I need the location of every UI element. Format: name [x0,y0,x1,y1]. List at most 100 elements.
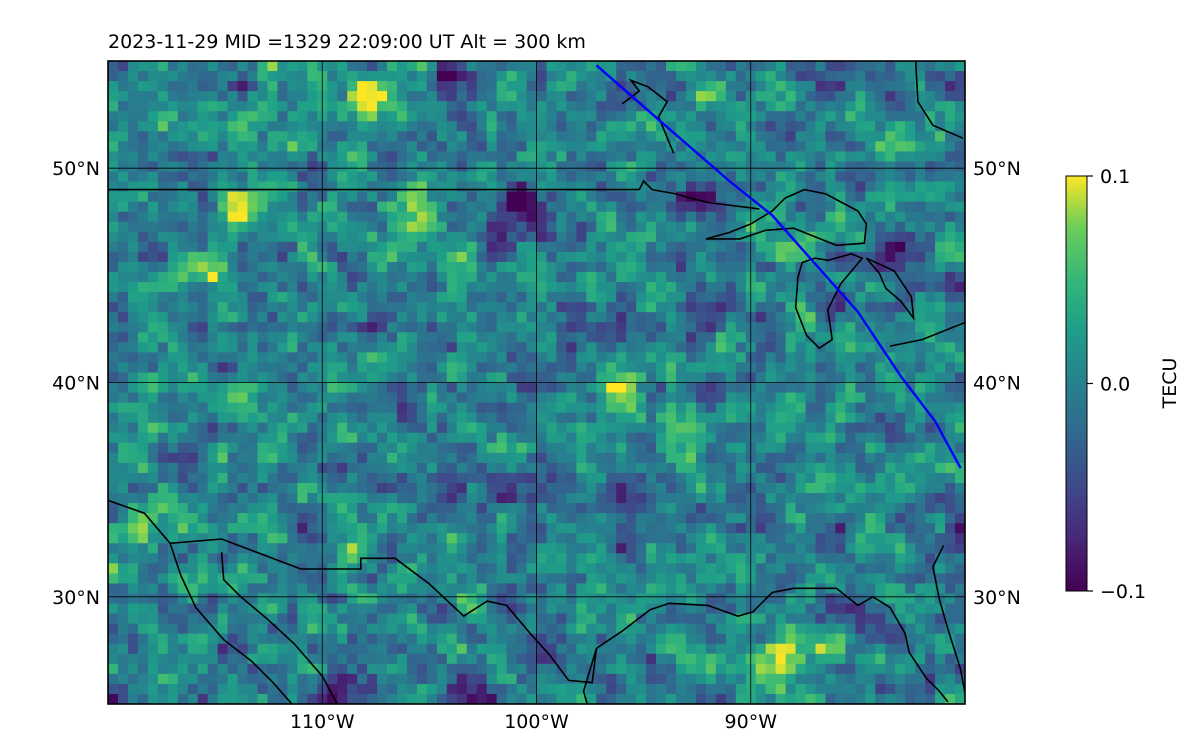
heatmap-cell [247,513,259,524]
heatmap-cell [466,553,478,564]
heatmap-cell [197,71,209,82]
heatmap-cell [466,261,478,273]
heatmap-cell [367,422,378,434]
heatmap-cell [676,382,687,394]
heatmap-cell [915,61,926,72]
heatmap-cell [506,482,518,494]
heatmap-cell [476,81,488,92]
heatmap-cell [626,231,637,243]
heatmap-cell [446,543,458,554]
heatmap-cell [606,181,617,193]
heatmap-cell [177,211,189,223]
heatmap-cell [935,493,946,504]
heatmap-cell [885,261,896,273]
heatmap-cell [506,332,518,343]
heatmap-cell [676,573,687,585]
heatmap-cell [456,151,468,163]
heatmap-cell [646,362,657,374]
heatmap-cell [426,452,438,464]
heatmap-cell [606,111,617,122]
heatmap-cell [536,573,548,585]
heatmap-cell [596,201,607,213]
heatmap-cell [805,603,817,615]
heatmap-cell [127,101,139,112]
heatmap-cell [456,81,468,92]
heatmap-cell [626,412,637,424]
heatmap-cell [347,161,358,173]
heatmap-cell [287,442,298,454]
heatmap-cell [626,513,637,524]
heatmap-cell [396,91,408,102]
heatmap-cell [347,141,358,153]
heatmap-cell [337,161,348,173]
heatmap-cell [287,332,298,343]
heatmap-cell [626,432,637,444]
heatmap-cell [536,231,548,243]
heatmap-cell [297,482,308,494]
heatmap-cell [616,583,627,595]
heatmap-cell [755,503,767,514]
heatmap-cell [576,181,587,193]
heatmap-cell [357,372,368,384]
heatmap-cell [636,362,647,374]
heatmap-cell [646,482,657,494]
heatmap-cell [396,382,408,394]
heatmap-cell [935,362,946,374]
heatmap-cell [277,573,288,585]
heatmap-cell [546,482,558,494]
heatmap-cell [297,422,308,434]
heatmap-cell [436,482,448,494]
heatmap-cell [566,231,577,243]
heatmap-cell [576,543,587,554]
heatmap-cell [925,523,936,534]
heatmap-cell [406,221,418,233]
heatmap-cell [496,61,508,72]
heatmap-cell [855,583,866,595]
heatmap-cell [127,513,139,524]
heatmap-cell [945,402,956,414]
heatmap-cell [915,523,926,534]
heatmap-cell [905,583,916,595]
heatmap-cell [217,171,229,183]
heatmap-cell [476,121,488,132]
heatmap-cell [396,623,408,635]
heatmap-cell [885,523,896,534]
heatmap-cell [197,543,209,554]
heatmap-cell [825,251,837,263]
heatmap-cell [446,392,458,404]
heatmap-cell [685,482,697,494]
heatmap-cell [905,171,916,183]
heatmap-cell [327,161,338,173]
heatmap-cell [705,452,717,464]
heatmap-cell [546,151,558,163]
heatmap-cell [885,573,896,585]
heatmap-cell [416,171,428,183]
heatmap-cell [177,121,189,132]
heatmap-cell [237,161,249,173]
heatmap-cell [167,332,179,343]
heatmap-cell [955,241,965,253]
heatmap-cell [885,181,896,193]
heatmap-cell [476,191,488,203]
heatmap-cell [905,231,916,243]
heatmap-cell [187,543,199,554]
heatmap-cell [257,603,269,615]
heatmap-cell [845,543,856,554]
heatmap-cell [666,231,677,243]
heatmap-cell [656,231,667,243]
heatmap-cell [546,181,558,193]
heatmap-cell [307,191,318,203]
heatmap-cell [765,362,777,374]
heatmap-cell [167,513,179,524]
heatmap-cell [825,302,837,313]
heatmap-cell [925,633,936,645]
heatmap-cell [516,563,528,574]
heatmap-cell [695,523,707,534]
heatmap-cell [725,201,737,213]
heatmap-cell [516,71,528,82]
heatmap-cell [147,251,159,263]
heatmap-cell [666,482,677,494]
heatmap-cell [775,161,787,173]
heatmap-cell [436,402,448,414]
heatmap-cell [277,282,288,293]
